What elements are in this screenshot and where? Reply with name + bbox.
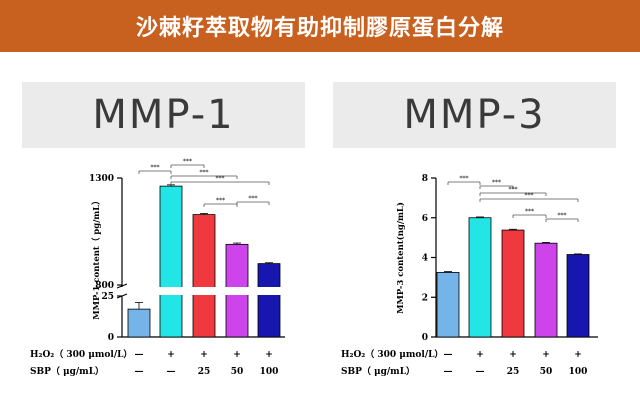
treatment-rows-mmp1: H₂O₂（ 300 μmol/L） SBP（ μg/mL） — + + + + — — 25 5… bbox=[30, 349, 278, 377]
sbp-value: — bbox=[167, 367, 176, 377]
h2o2-value: + bbox=[542, 350, 550, 360]
significance-label: *** bbox=[509, 187, 518, 194]
h2o2-value: + bbox=[476, 350, 484, 360]
h2o2-value: + bbox=[233, 350, 241, 360]
significance-label: *** bbox=[216, 176, 225, 183]
y-tick-label: 0 bbox=[108, 333, 114, 343]
bar bbox=[159, 185, 183, 338]
significance-label: *** bbox=[216, 198, 225, 205]
h2o2-row-label: H₂O₂（ 300 μmol/L） bbox=[341, 349, 443, 360]
h2o2-value: + bbox=[574, 350, 582, 360]
significance-label: *** bbox=[183, 159, 192, 166]
sbp-row-label: SBP（ μg/mL） bbox=[30, 366, 104, 377]
bar bbox=[257, 263, 281, 338]
y-tick-label: 0 bbox=[422, 333, 428, 343]
significance-label: *** bbox=[200, 170, 209, 177]
sbp-value: 100 bbox=[569, 367, 588, 377]
y-tick-label: 2 bbox=[422, 293, 428, 303]
h2o2-value: — bbox=[135, 350, 144, 360]
y-axis-label: MMP-3 content(ng/mL) bbox=[395, 202, 406, 314]
sbp-value: — bbox=[476, 367, 485, 377]
sbp-value: 50 bbox=[231, 367, 244, 377]
axis-break-mark bbox=[116, 293, 128, 299]
significance-label: *** bbox=[151, 165, 160, 172]
sbp-value: — bbox=[444, 367, 453, 377]
y-tick-label: 8 bbox=[422, 174, 428, 184]
significance-label: *** bbox=[525, 193, 534, 200]
significance-label: *** bbox=[558, 213, 567, 220]
bar bbox=[468, 217, 492, 338]
h2o2-value: + bbox=[167, 350, 175, 360]
y-tick-label: 25 bbox=[101, 292, 114, 302]
chart-mmp3: MMP-3 content(ng/mL) 0 2 4 6 8 *** *** *** *** **… bbox=[395, 174, 598, 343]
sbp-value: 100 bbox=[260, 367, 279, 377]
panel-heading-mmp1: MMP-1 bbox=[22, 82, 305, 148]
h2o2-value: + bbox=[265, 350, 273, 360]
axis-break-mark bbox=[116, 283, 128, 289]
bar bbox=[127, 308, 151, 338]
y-tick-label: 800 bbox=[95, 281, 114, 291]
bar bbox=[192, 214, 216, 338]
sbp-value: — bbox=[135, 367, 144, 377]
h2o2-value: — bbox=[444, 350, 453, 360]
panel-heading-mmp3: MMP-3 bbox=[333, 82, 616, 148]
sbp-value: 50 bbox=[540, 367, 553, 377]
axis-break-band bbox=[116, 287, 288, 295]
bar bbox=[501, 229, 525, 338]
y-tick-label: 1300 bbox=[89, 174, 114, 184]
treatment-rows-mmp3: H₂O₂（ 300 μmol/L） SBP（ μg/mL） — + + + + — — 25 5… bbox=[341, 349, 587, 377]
bar bbox=[534, 242, 558, 338]
significance-label: *** bbox=[460, 176, 469, 183]
h2o2-value: + bbox=[200, 350, 208, 360]
chart-mmp1: 1300 800 25 0 MMP-1 content（ pg/mL） *** *… bbox=[89, 159, 288, 343]
bar bbox=[436, 272, 460, 338]
page-title: 沙棘籽萃取物有助抑制膠原蛋白分解 bbox=[0, 0, 640, 52]
bar bbox=[566, 254, 590, 338]
h2o2-value: + bbox=[509, 350, 517, 360]
h2o2-row-label: H₂O₂（ 300 μmol/L） bbox=[30, 349, 132, 360]
sbp-value: 25 bbox=[198, 367, 211, 377]
significance-label: *** bbox=[492, 180, 501, 187]
y-tick-label: 4 bbox=[422, 254, 428, 264]
sbp-value: 25 bbox=[507, 367, 520, 377]
significance-label: *** bbox=[249, 196, 258, 203]
significance-label: *** bbox=[525, 209, 534, 216]
sbp-row-label: SBP（ μg/mL） bbox=[341, 366, 415, 377]
y-axis-label: MMP-1 content（ pg/mL） bbox=[91, 196, 102, 320]
y-tick-label: 6 bbox=[422, 214, 428, 224]
